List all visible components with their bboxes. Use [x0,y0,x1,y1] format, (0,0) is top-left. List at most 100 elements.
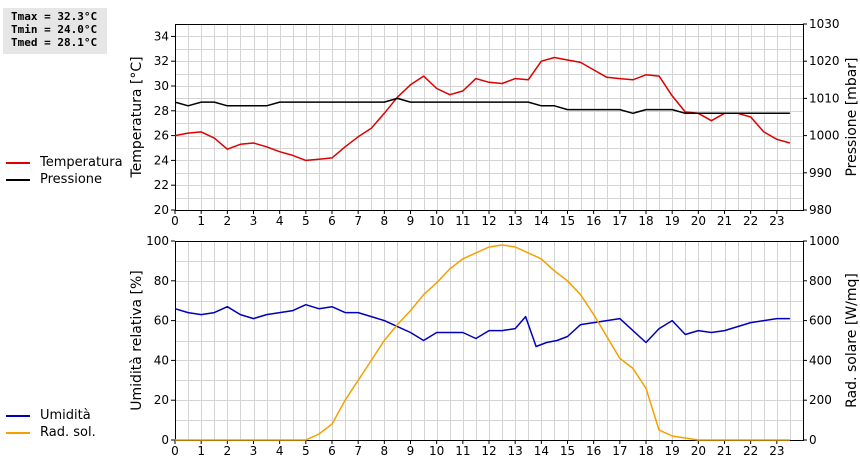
x-tick-label: 13 [508,444,523,458]
x-tick-label: 10 [429,214,444,228]
y2-tick-label: 1030 [809,17,840,31]
x-tick-label: 11 [455,444,470,458]
y-tick-label: 0 [161,433,169,447]
series-line-umidit [174,303,790,348]
x-tick-label: 0 [171,444,179,458]
y-tick-label: 20 [154,203,169,217]
x-tick-label: 11 [455,214,470,228]
y2-tick-label: 600 [809,314,832,328]
x-tick-label: 23 [769,444,784,458]
x-tick-label: 17 [612,444,627,458]
series-line-rad-sol [175,244,790,441]
y2-tick-label: 980 [809,203,832,217]
x-tick-label: 21 [717,444,732,458]
x-tick-label: 23 [769,214,784,228]
y2-tick-label: 1000 [809,129,840,143]
legend-label-pressione: Pressione [40,172,103,187]
legend-label-temperatura: Temperatura [40,155,123,170]
x-tick-label: 2 [224,214,232,228]
x-tick-label: 2 [224,444,232,458]
x-tick-label: 8 [381,214,389,228]
x-tick-label: 13 [508,214,523,228]
series-line-temperatura [174,56,791,162]
y-tick-label: 60 [154,314,169,328]
y-tick-label: 24 [154,153,169,167]
stats-box: Tmax = 32.3°C Tmin = 24.0°C Tmed = 28.1°… [3,8,107,54]
y-tick-label: 28 [154,104,169,118]
legend-top: Temperatura Pressione [6,154,123,188]
series-line-pressione [174,97,790,115]
y2-tick-label: 200 [809,393,832,407]
y-tick-label: 20 [154,393,169,407]
x-tick-label: 12 [481,214,496,228]
y-tick-label: 30 [154,79,169,93]
x-tick-label: 17 [612,214,627,228]
x-tick-label: 4 [276,214,284,228]
y-axis-title: Temperatura [°C] [129,56,145,178]
legend-line-umidita [6,414,30,417]
x-tick-label: 12 [481,444,496,458]
x-tick-label: 21 [717,214,732,228]
legend-item-umidita: Umidità [6,407,96,424]
x-tick-label: 15 [560,444,575,458]
x-tick-label: 22 [743,444,758,458]
y2-tick-label: 990 [809,166,832,180]
legend-item-temperatura: Temperatura [6,154,123,171]
y2-axis-title: Rad. solare [W/mq] [844,273,860,408]
y2-tick-label: 400 [809,353,832,367]
y-tick-label: 80 [154,274,169,288]
legend-bottom: Umidità Rad. sol. [6,407,96,441]
x-tick-label: 6 [328,444,336,458]
x-tick-label: 19 [665,214,680,228]
stat-tmax: Tmax = 32.3°C [11,10,98,23]
x-tick-label: 6 [328,214,336,228]
x-tick-label: 15 [560,214,575,228]
legend-label-umidita: Umidità [40,408,91,423]
y-tick-label: 34 [154,29,169,43]
y-axis-title: Umidità relativa [%] [129,270,145,411]
legend-line-pressione [6,178,30,181]
stat-tmed: Tmed = 28.1°C [11,36,98,49]
x-tick-label: 20 [691,214,706,228]
x-tick-label: 16 [586,214,601,228]
y2-tick-label: 1000 [809,234,840,248]
legend-line-temperatura [6,161,30,164]
x-tick-label: 7 [354,214,362,228]
y2-tick-label: 1020 [809,54,840,68]
x-tick-label: 10 [429,444,444,458]
x-tick-label: 0 [171,214,179,228]
x-tick-label: 14 [534,214,549,228]
x-tick-label: 3 [250,444,258,458]
y-tick-label: 26 [154,129,169,143]
x-tick-label: 20 [691,444,706,458]
y-tick-label: 40 [154,353,169,367]
x-tick-label: 18 [638,444,653,458]
x-tick-label: 5 [302,214,310,228]
x-tick-label: 3 [250,214,258,228]
y2-tick-label: 1010 [809,91,840,105]
y2-tick-label: 0 [809,433,817,447]
x-tick-label: 9 [407,214,415,228]
stat-tmin: Tmin = 24.0°C [11,23,98,36]
x-tick-label: 16 [586,444,601,458]
x-tick-label: 8 [381,444,389,458]
y-tick-label: 22 [154,178,169,192]
x-tick-label: 22 [743,214,758,228]
x-tick-label: 19 [665,444,680,458]
legend-item-rad-sol: Rad. sol. [6,424,96,441]
x-tick-label: 18 [638,214,653,228]
legend-line-rad-sol [6,431,30,434]
y-tick-label: 32 [154,54,169,68]
x-tick-label: 1 [197,214,205,228]
x-tick-label: 1 [197,444,205,458]
legend-label-rad-sol: Rad. sol. [40,425,96,440]
x-tick-label: 14 [534,444,549,458]
legend-item-pressione: Pressione [6,171,123,188]
x-tick-label: 7 [354,444,362,458]
x-tick-label: 4 [276,444,284,458]
x-tick-label: 9 [407,444,415,458]
y2-tick-label: 800 [809,274,832,288]
y2-axis-title: Pressione [mbar] [844,57,860,176]
x-tick-label: 5 [302,444,310,458]
